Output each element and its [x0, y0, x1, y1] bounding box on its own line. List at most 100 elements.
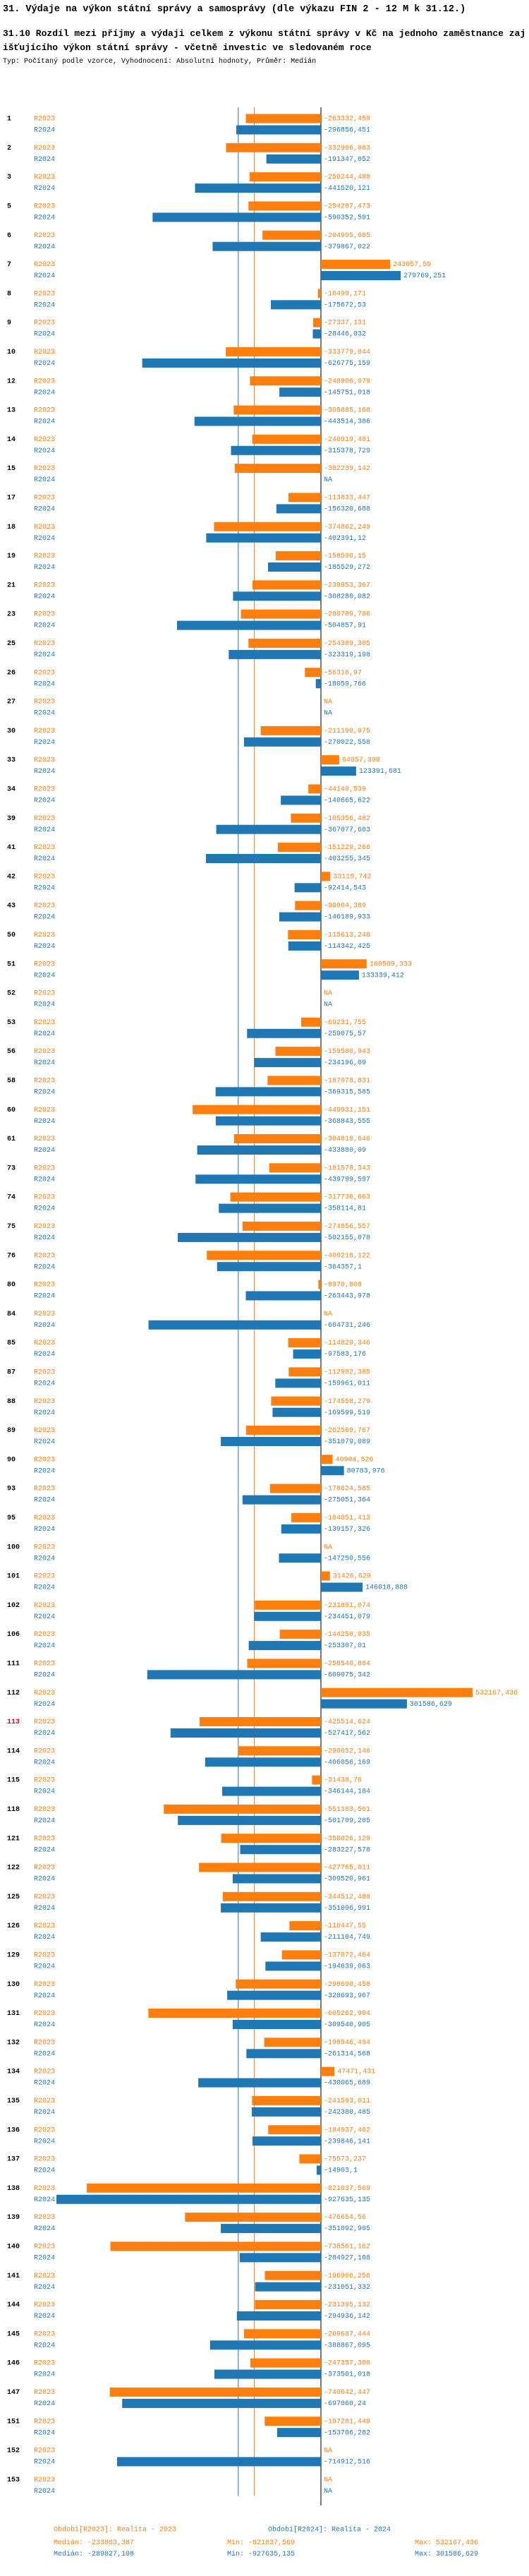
series-label: R2024 [34, 506, 55, 514]
bar [255, 2282, 321, 2292]
series-label: R2023 [34, 2389, 55, 2397]
bar [321, 755, 339, 765]
category-label: 34 [7, 786, 16, 794]
series-label: R2023 [34, 290, 55, 298]
value-label: -402391,12 [324, 535, 366, 543]
value-label: -351079,089 [324, 1438, 370, 1446]
value-label: -367077,603 [324, 826, 370, 834]
value-label: -294936,142 [324, 2313, 370, 2321]
series-label: R2024 [34, 1934, 55, 1942]
value-label: -159580,943 [324, 1048, 370, 1056]
series-label: R2023 [34, 1398, 55, 1406]
value-label: -115613,246 [324, 932, 370, 939]
category-label: 137 [7, 2156, 20, 2164]
bar [275, 551, 321, 560]
category-label: 87 [7, 1369, 16, 1377]
bar [305, 668, 321, 678]
series-label: R2023 [34, 1019, 55, 1027]
category-label: 30 [7, 728, 16, 735]
series-label: R2024 [34, 2196, 55, 2204]
bar [269, 1163, 321, 1173]
bar [250, 2358, 321, 2368]
series-label: R2024 [34, 419, 55, 426]
bar [295, 901, 321, 910]
bar [267, 562, 321, 572]
value-label: -28446,032 [324, 331, 366, 339]
value-label: -821037,569 [324, 2185, 370, 2193]
value-label: -504857,91 [324, 622, 366, 630]
bar [262, 230, 321, 240]
value-label: 80783,976 [347, 1467, 385, 1475]
bar [152, 212, 321, 222]
category-label: 106 [7, 1631, 20, 1639]
series-label: R2024 [34, 798, 55, 805]
category-label: 17 [7, 495, 16, 502]
series-label: R2023 [34, 2244, 55, 2251]
category-label: 60 [7, 1107, 16, 1114]
bar [265, 1961, 321, 1971]
value-label: -104051,413 [324, 1515, 370, 1522]
series-label: R2024 [34, 1992, 55, 2000]
series-label: R2023 [34, 1835, 55, 1843]
series-label: R2024 [34, 884, 55, 892]
bar [260, 1932, 321, 1942]
value-label: 47471,431 [337, 2069, 375, 2076]
bar [276, 2428, 321, 2438]
series-label: R2023 [34, 611, 55, 619]
legend-label: Obdobi[R2024]: Realita - 2024 [268, 2526, 391, 2534]
bar [312, 318, 321, 327]
value-label: -159961,011 [324, 1380, 370, 1388]
category-label: 42 [7, 873, 16, 881]
series-label: R2023 [34, 407, 55, 415]
category-label: 2 [7, 145, 11, 152]
bar [246, 2049, 321, 2059]
bar [233, 1134, 321, 1143]
category-label: 121 [7, 1835, 20, 1843]
bar [266, 154, 321, 164]
bar [318, 1280, 321, 1289]
series-label: R2023 [34, 232, 55, 240]
value-label: 64057,398 [342, 757, 380, 764]
value-label: -27337,131 [324, 320, 366, 327]
bar [215, 1116, 321, 1126]
value-label: -204995,085 [324, 232, 370, 240]
series-label: R2023 [34, 2039, 55, 2047]
value-label: -346144,184 [324, 1788, 370, 1796]
value-label: -927635,135 [324, 2196, 370, 2204]
bar [110, 2241, 321, 2251]
series-label: R2023 [34, 728, 55, 735]
bar [252, 580, 321, 590]
series-label: R2024 [34, 2400, 55, 2408]
category-label: 114 [7, 1747, 20, 1755]
value-label: -90904,389 [324, 903, 366, 910]
bar [221, 1834, 321, 1843]
bar [233, 591, 321, 601]
bar [185, 2213, 321, 2222]
category-label: 73 [7, 1164, 16, 1172]
bar [252, 2107, 321, 2117]
category-label: 8 [7, 290, 11, 298]
category-label: 1 [7, 116, 11, 124]
series-label: R2023 [34, 2069, 55, 2076]
series-label: R2023 [34, 1311, 55, 1318]
value-label: NA [324, 2488, 332, 2496]
value-label: -197281,449 [324, 2418, 370, 2426]
series-label: R2023 [34, 903, 55, 910]
value-label: -304818,646 [324, 1136, 370, 1143]
value-label: -502155,078 [324, 1234, 370, 1242]
category-label: 84 [7, 1311, 16, 1318]
value-label: -239846,141 [324, 2138, 370, 2145]
series-label: R2024 [34, 1876, 55, 1884]
series-label: R2024 [34, 1526, 55, 1534]
value-label: -323319,198 [324, 651, 370, 659]
series-label: R2023 [34, 1631, 55, 1639]
category-label: 101 [7, 1573, 20, 1581]
bar [267, 1076, 321, 1085]
category-label: 153 [7, 2476, 20, 2484]
series-label: R2024 [34, 564, 55, 572]
series-label: R2023 [34, 2360, 55, 2368]
value-label: -308280,082 [324, 593, 370, 601]
series-label: R2024 [34, 1118, 55, 1126]
series-label: R2024 [34, 943, 55, 951]
series-label: R2024 [34, 622, 55, 630]
